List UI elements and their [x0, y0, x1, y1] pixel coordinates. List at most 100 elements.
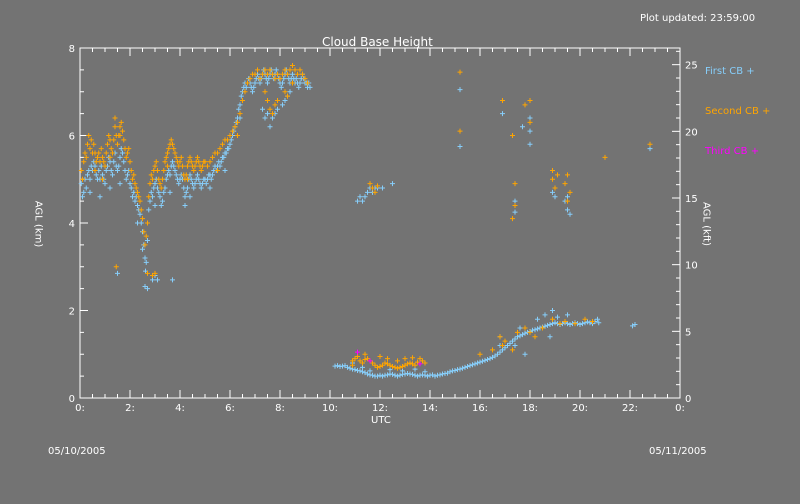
- data-point: [110, 172, 115, 178]
- data-point: [302, 76, 308, 82]
- data-point: [273, 67, 279, 73]
- data-point: [547, 322, 553, 327]
- data-point: [397, 372, 403, 378]
- data-point: [380, 373, 385, 379]
- data-point: [173, 154, 179, 160]
- data-point: [577, 322, 583, 327]
- data-point: [265, 111, 270, 117]
- data-point: [345, 364, 350, 370]
- y-tick-label: 8: [69, 44, 75, 55]
- data-point: [265, 98, 270, 103]
- data-point: [223, 150, 229, 156]
- data-point: [108, 146, 114, 152]
- data-point: [191, 185, 197, 191]
- data-point: [167, 189, 173, 195]
- data-point: [407, 360, 413, 366]
- data-point: [192, 163, 198, 169]
- data-point: [178, 154, 184, 160]
- data-point: [183, 189, 189, 195]
- data-point: [210, 172, 215, 178]
- data-point: [170, 277, 175, 283]
- data-point: [80, 194, 85, 200]
- data-point: [92, 168, 98, 173]
- data-point: [370, 185, 375, 191]
- data-point: [215, 150, 220, 156]
- data-point: [280, 80, 285, 86]
- data-point: [200, 163, 205, 169]
- data-point: [117, 133, 123, 138]
- data-point: [251, 84, 257, 90]
- data-point: [135, 203, 140, 208]
- data-point: [632, 322, 638, 327]
- data-point: [292, 67, 298, 73]
- data-point: [470, 362, 475, 368]
- data-point: [128, 185, 134, 191]
- y-axis-label: AGL (km): [32, 200, 44, 248]
- data-point: [512, 203, 518, 208]
- data-point: [372, 189, 378, 195]
- data-point: [477, 359, 483, 365]
- data-point: [385, 356, 390, 362]
- data-point: [527, 141, 533, 147]
- data-point: [367, 358, 373, 364]
- data-point: [162, 159, 168, 165]
- data-point: [596, 320, 602, 326]
- data-point: [143, 259, 149, 265]
- data-point: [567, 211, 573, 217]
- data-point: [145, 238, 150, 243]
- data-point: [495, 351, 500, 357]
- data-point: [410, 355, 415, 361]
- data-point: [370, 372, 375, 378]
- data-point: [457, 366, 463, 372]
- data-point: [500, 98, 505, 103]
- data-point: [497, 349, 503, 355]
- data-point: [150, 277, 155, 283]
- data-point: [138, 207, 144, 213]
- data-point: [275, 71, 280, 77]
- data-point: [97, 194, 103, 200]
- data-point: [375, 183, 380, 189]
- data-point: [465, 364, 470, 369]
- data-point: [247, 76, 253, 82]
- data-point: [512, 343, 518, 348]
- data-point: [115, 270, 120, 276]
- data-point: [255, 67, 260, 73]
- data-point: [367, 181, 373, 187]
- data-point: [410, 371, 415, 377]
- data-point: [390, 364, 395, 369]
- data-point: [148, 189, 154, 195]
- data-point: [198, 168, 204, 173]
- x-tick-label: 20:: [572, 403, 588, 414]
- data-point: [166, 146, 172, 152]
- data-point: [133, 185, 139, 191]
- data-point: [123, 176, 129, 182]
- data-point: [285, 93, 290, 99]
- x-tick-label: 4:: [175, 403, 185, 414]
- data-point: [137, 211, 143, 217]
- data-point: [187, 194, 193, 200]
- data-point: [187, 154, 193, 160]
- data-point: [120, 128, 125, 134]
- data-point: [117, 124, 123, 130]
- data-point: [457, 87, 463, 93]
- data-point: [275, 98, 280, 103]
- data-point: [567, 189, 573, 195]
- data-point: [265, 80, 270, 86]
- data-point: [270, 115, 275, 121]
- data-point: [380, 362, 385, 368]
- data-point: [146, 207, 152, 213]
- data-point: [412, 362, 418, 368]
- y-tick-label: 4: [69, 219, 75, 230]
- axis-ticks: [79, 47, 681, 399]
- data-point: [572, 321, 578, 327]
- data-point: [257, 80, 263, 86]
- data-point: [118, 119, 124, 125]
- data-point: [535, 316, 540, 322]
- data-point: [172, 150, 178, 156]
- data-point: [355, 353, 360, 359]
- data-point: [132, 198, 138, 204]
- data-point: [131, 172, 137, 178]
- data-point: [390, 181, 395, 187]
- data-point: [252, 71, 258, 77]
- data-point: [565, 194, 570, 200]
